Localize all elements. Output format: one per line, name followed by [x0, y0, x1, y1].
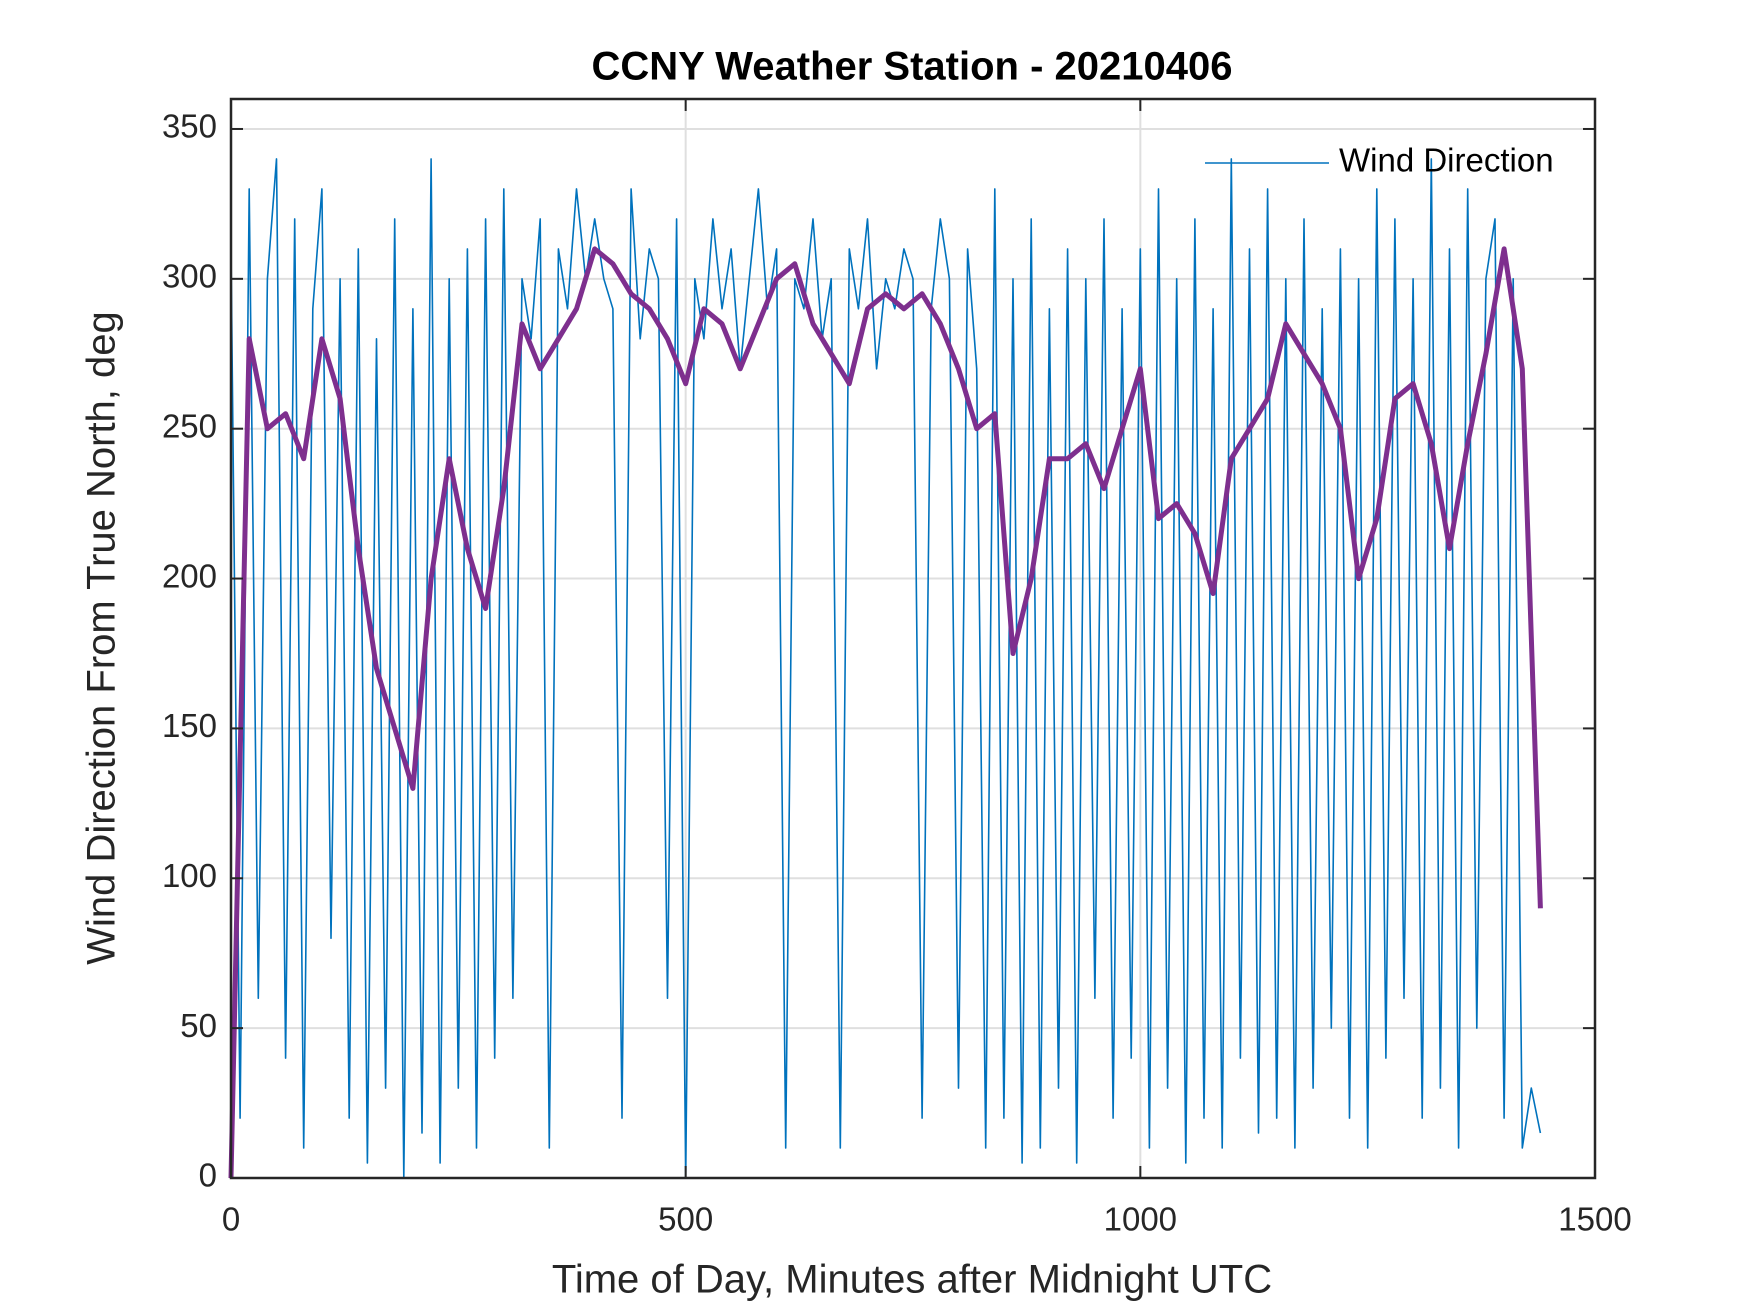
- y-tick-label: 250: [162, 407, 217, 444]
- data-line: [228, 246, 1543, 1179]
- x-tick-label: 500: [658, 1201, 713, 1238]
- axes-box: [229, 97, 1597, 1180]
- y-tick-label: 200: [162, 557, 217, 594]
- y-tick-label: 0: [199, 1157, 217, 1194]
- legend-label: Wind Direction: [1339, 142, 1554, 179]
- y-tick-label: 100: [162, 857, 217, 894]
- data-line: [230, 158, 1542, 1179]
- x-axis-label: Time of Day, Minutes after Midnight UTC: [552, 1258, 1272, 1302]
- y-axis-label: Wind Direction From True North, deg: [80, 311, 124, 965]
- y-tick-label: 350: [162, 108, 217, 145]
- y-tick-label: 150: [162, 707, 217, 744]
- chart-title: CCNY Weather Station - 20210406: [592, 45, 1233, 89]
- y-tick-label: 50: [180, 1007, 217, 1044]
- x-tick-label: 1000: [1104, 1201, 1177, 1238]
- x-tick-label: 0: [222, 1201, 240, 1238]
- y-tick-label: 300: [162, 258, 217, 295]
- x-tick-label: 1500: [1558, 1201, 1631, 1238]
